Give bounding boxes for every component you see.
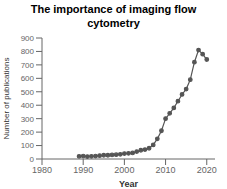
svg-text:700: 700 [21,61,35,70]
svg-text:0: 0 [30,155,35,164]
svg-text:2010: 2010 [156,165,176,175]
svg-text:100: 100 [21,141,35,150]
svg-text:1980: 1980 [32,165,52,175]
svg-text:2000: 2000 [114,165,134,175]
svg-text:200: 200 [21,128,35,137]
svg-text:300: 300 [21,115,35,124]
svg-text:2020: 2020 [197,165,217,175]
svg-text:400: 400 [21,101,35,110]
html-text:The importance of imaging flow: The importance of imaging flow cytometry [30,3,197,29]
svg-text:Year: Year [119,179,139,189]
svg-text:500: 500 [21,88,35,97]
svg-text:Number of publications: Number of publications [8,58,11,140]
svg-text:600: 600 [21,74,35,83]
svg-text:1990: 1990 [73,165,93,175]
svg-text:900: 900 [21,34,35,43]
svg-text:800: 800 [21,47,35,56]
